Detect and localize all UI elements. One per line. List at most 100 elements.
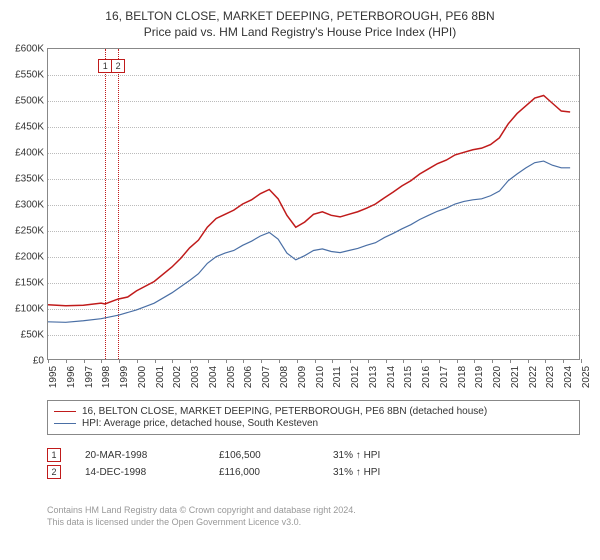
series-price: [48, 96, 570, 306]
x-axis-label: 2018: [457, 366, 468, 388]
x-tick: [350, 359, 351, 363]
legend-item: HPI: Average price, detached house, Sout…: [54, 418, 573, 429]
x-tick: [528, 359, 529, 363]
x-tick: [581, 359, 582, 363]
chart-title: 16, BELTON CLOSE, MARKET DEEPING, PETERB…: [0, 0, 600, 44]
x-tick: [172, 359, 173, 363]
footer-line-2: This data is licensed under the Open Gov…: [47, 517, 356, 529]
x-tick: [66, 359, 67, 363]
legend: 16, BELTON CLOSE, MARKET DEEPING, PETERB…: [47, 400, 580, 435]
event-date: 20-MAR-1998: [85, 450, 195, 461]
event-pct: 31% ↑ HPI: [333, 467, 380, 478]
x-axis-label: 1997: [84, 366, 95, 388]
x-tick: [439, 359, 440, 363]
x-tick: [457, 359, 458, 363]
x-tick: [119, 359, 120, 363]
x-axis-label: 2006: [243, 366, 254, 388]
x-axis-label: 2014: [386, 366, 397, 388]
x-axis-label: 2013: [368, 366, 379, 388]
x-axis-label: 2020: [492, 366, 503, 388]
legend-label: HPI: Average price, detached house, Sout…: [82, 418, 318, 429]
x-axis-label: 2019: [474, 366, 485, 388]
x-tick: [155, 359, 156, 363]
x-axis-label: 2025: [581, 366, 592, 388]
event-number: 2: [47, 465, 61, 479]
x-tick: [563, 359, 564, 363]
y-axis-label: £500K: [15, 96, 44, 107]
x-tick: [243, 359, 244, 363]
x-tick: [137, 359, 138, 363]
x-axis-label: 2001: [155, 366, 166, 388]
x-axis-label: 2021: [510, 366, 521, 388]
x-tick: [386, 359, 387, 363]
y-axis-label: £250K: [15, 226, 44, 237]
x-tick: [492, 359, 493, 363]
y-axis-label: £50K: [21, 330, 44, 341]
x-axis-label: 2005: [226, 366, 237, 388]
x-tick: [190, 359, 191, 363]
x-tick: [297, 359, 298, 363]
x-axis-label: 2003: [190, 366, 201, 388]
x-tick: [332, 359, 333, 363]
legend-swatch: [54, 411, 76, 412]
x-axis-label: 2017: [439, 366, 450, 388]
y-axis-label: £600K: [15, 44, 44, 55]
legend-label: 16, BELTON CLOSE, MARKET DEEPING, PETERB…: [82, 406, 487, 417]
x-axis-label: 2022: [528, 366, 539, 388]
x-tick: [101, 359, 102, 363]
title-line-1: 16, BELTON CLOSE, MARKET DEEPING, PETERB…: [10, 8, 590, 24]
x-tick: [403, 359, 404, 363]
x-axis-label: 1999: [119, 366, 130, 388]
x-axis-label: 1996: [66, 366, 77, 388]
x-axis-label: 2016: [421, 366, 432, 388]
legend-swatch: [54, 423, 76, 424]
y-axis-label: £300K: [15, 200, 44, 211]
x-axis-label: 2007: [261, 366, 272, 388]
y-axis-label: £450K: [15, 122, 44, 133]
x-tick: [510, 359, 511, 363]
x-tick: [261, 359, 262, 363]
x-tick: [226, 359, 227, 363]
x-tick: [208, 359, 209, 363]
x-tick: [368, 359, 369, 363]
x-tick: [84, 359, 85, 363]
event-row: 2 14-DEC-1998 £116,000 31% ↑ HPI: [47, 465, 380, 479]
x-axis-label: 2012: [350, 366, 361, 388]
series-hpi: [48, 161, 570, 322]
event-row: 1 20-MAR-1998 £106,500 31% ↑ HPI: [47, 448, 380, 462]
x-tick: [421, 359, 422, 363]
legend-item: 16, BELTON CLOSE, MARKET DEEPING, PETERB…: [54, 406, 573, 417]
title-line-2: Price paid vs. HM Land Registry's House …: [10, 24, 590, 40]
event-date: 14-DEC-1998: [85, 467, 195, 478]
y-axis-label: £150K: [15, 278, 44, 289]
event-pct: 31% ↑ HPI: [333, 450, 380, 461]
x-axis-label: 1995: [48, 366, 59, 388]
x-axis-label: 2015: [403, 366, 414, 388]
x-axis-label: 2011: [332, 366, 343, 388]
x-axis-label: 2009: [297, 366, 308, 388]
x-axis-label: 2023: [545, 366, 556, 388]
x-tick: [279, 359, 280, 363]
x-axis-label: 2008: [279, 366, 290, 388]
x-axis-label: 1998: [101, 366, 112, 388]
x-axis-label: 2004: [208, 366, 219, 388]
y-axis-label: £0: [33, 356, 44, 367]
x-tick: [315, 359, 316, 363]
footer-line-1: Contains HM Land Registry data © Crown c…: [47, 505, 356, 517]
footer-attribution: Contains HM Land Registry data © Crown c…: [47, 505, 356, 528]
sale-events: 1 20-MAR-1998 £106,500 31% ↑ HPI 2 14-DEC-199…: [47, 445, 380, 482]
y-axis-label: £550K: [15, 70, 44, 81]
y-axis-label: £100K: [15, 304, 44, 315]
x-axis-label: 2010: [315, 366, 326, 388]
chart-area: £0£50K£100K£150K£200K£250K£300K£350K£400…: [47, 48, 580, 360]
x-tick: [474, 359, 475, 363]
event-price: £106,500: [219, 450, 309, 461]
y-axis-label: £400K: [15, 148, 44, 159]
event-price: £116,000: [219, 467, 309, 478]
x-tick: [545, 359, 546, 363]
y-axis-label: £200K: [15, 252, 44, 263]
event-number: 1: [47, 448, 61, 462]
x-axis-label: 2024: [563, 366, 574, 388]
x-axis-label: 2002: [172, 366, 183, 388]
y-axis-label: £350K: [15, 174, 44, 185]
